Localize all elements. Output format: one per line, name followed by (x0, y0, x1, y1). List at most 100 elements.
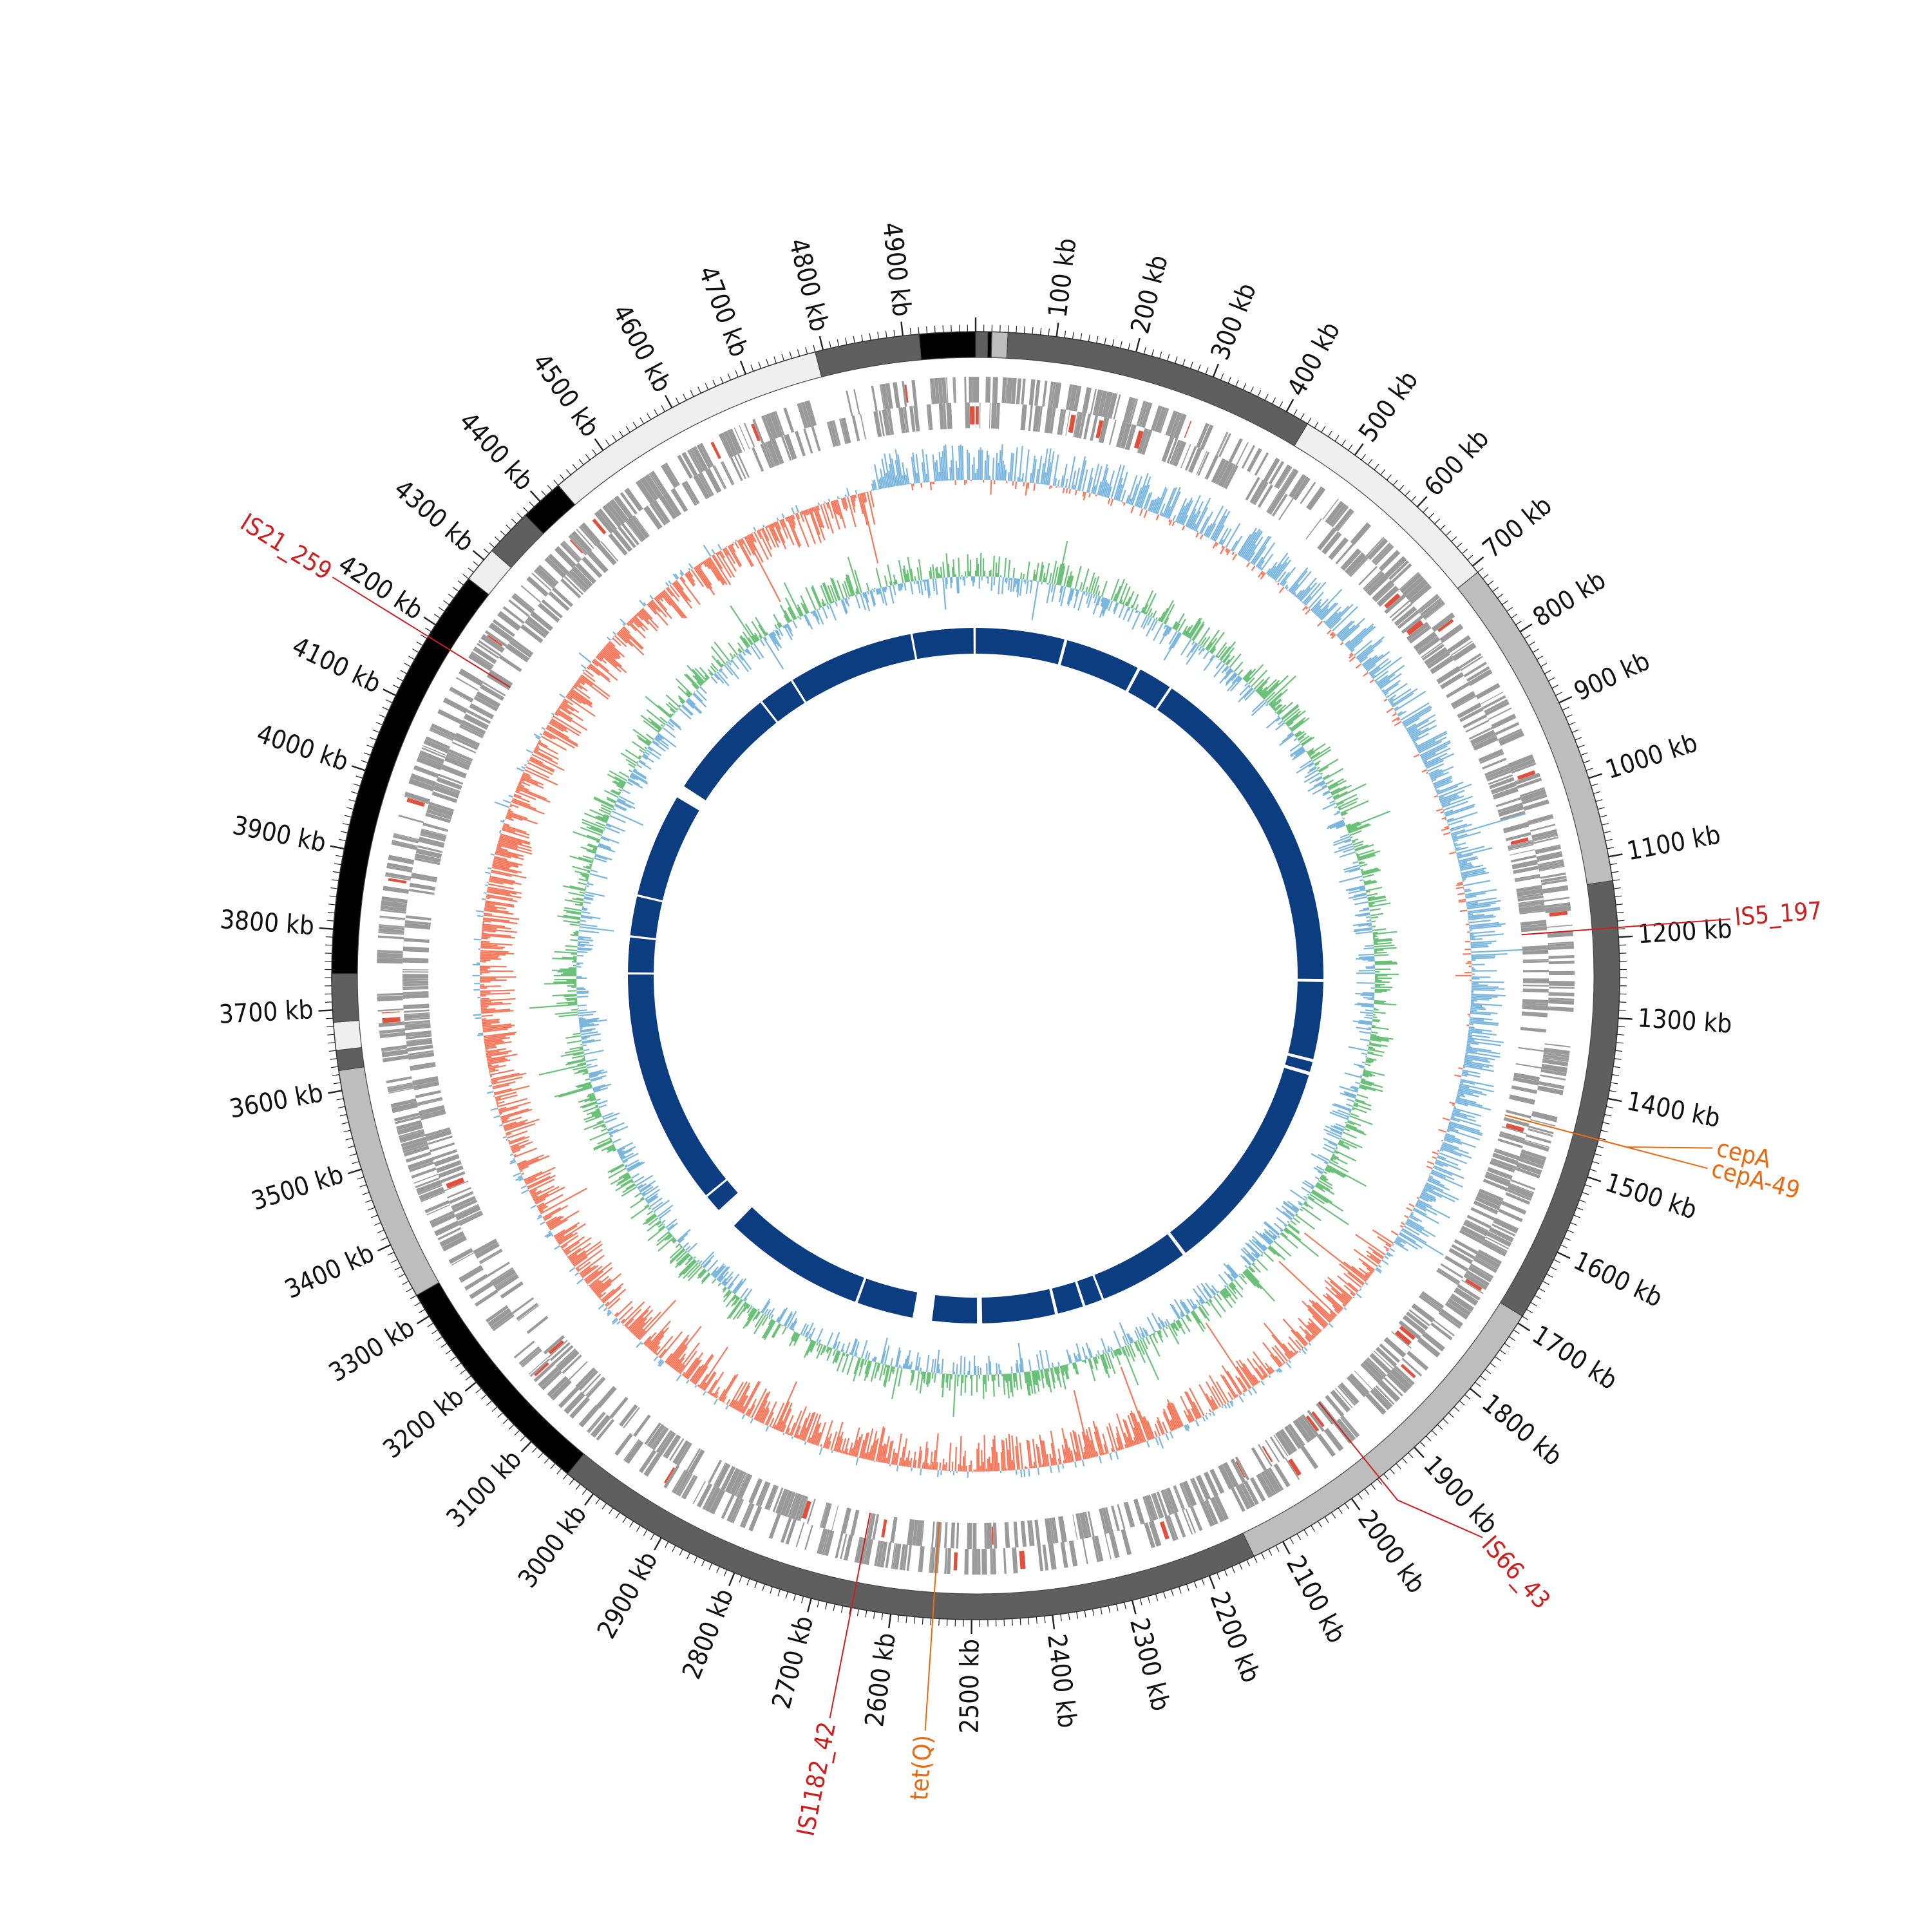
gene-feature (730, 1470, 745, 1495)
homology-block (792, 634, 916, 702)
contig-segment (332, 1019, 363, 1051)
gene-feature (650, 1426, 666, 1448)
gene-feature (511, 594, 534, 614)
gene-feature (784, 1492, 796, 1517)
gene-feature (1421, 1331, 1445, 1352)
minor-tick (562, 1473, 568, 1480)
gene-feature (497, 611, 522, 631)
minor-tick (330, 887, 338, 889)
gene-feature (537, 602, 560, 623)
gene-feature (931, 1521, 935, 1548)
minor-tick (1495, 1356, 1501, 1361)
gene-feature (1124, 424, 1137, 451)
gene-feature-highlight (1395, 1330, 1412, 1345)
major-tick (1282, 1541, 1291, 1555)
gene-feature (1540, 875, 1567, 883)
gene-feature (752, 447, 764, 472)
gene-feature (1453, 696, 1477, 710)
gene-feature (1075, 1513, 1084, 1540)
gene-feature (976, 376, 980, 403)
gene-feature (795, 1495, 806, 1520)
gene-feature (502, 606, 525, 624)
gene-feature (1156, 1492, 1168, 1517)
gene-feature (620, 492, 638, 515)
gene-feature (378, 1021, 405, 1027)
gene-feature (1170, 412, 1181, 437)
minor-tick (647, 413, 651, 420)
gene-feature (1335, 544, 1354, 565)
gene-feature (379, 1032, 406, 1039)
gene-feature (1133, 1499, 1145, 1525)
minor-tick (1246, 1559, 1251, 1567)
gene-feature (1446, 682, 1470, 699)
gene-feature (1172, 413, 1182, 438)
gene-feature (1052, 382, 1062, 409)
gene-feature (556, 1348, 576, 1367)
minor-tick (1182, 359, 1186, 366)
minor-tick (1293, 409, 1298, 416)
minor-tick (1451, 536, 1457, 542)
gene-feature (885, 383, 893, 410)
gene-feature (1540, 1074, 1566, 1081)
minor-tick (438, 607, 445, 612)
minor-tick (560, 474, 565, 480)
gene-feature (1228, 438, 1243, 463)
minor-tick (1434, 518, 1440, 524)
gene-feature (894, 1543, 902, 1570)
gene-feature (1391, 563, 1412, 583)
major-tick (806, 1598, 812, 1613)
gene-feature (1444, 1301, 1469, 1320)
minor-tick (369, 737, 377, 741)
gene-feature (688, 1449, 705, 1474)
gene-feature (1486, 770, 1512, 782)
gene-feature (1050, 381, 1056, 408)
gene-feature (1013, 1521, 1019, 1548)
minor-tick (379, 714, 386, 718)
gene-feature (567, 572, 587, 592)
gene-feature (1174, 1512, 1186, 1538)
gene-feature (1433, 1320, 1455, 1336)
gene-feature (506, 643, 530, 663)
gene-feature (1484, 699, 1508, 714)
minor-tick (494, 536, 500, 542)
gc-skew-ring (472, 444, 1535, 1478)
minor-tick (350, 1153, 357, 1157)
gene-feature (1519, 1152, 1546, 1166)
minor-tick (1092, 1609, 1095, 1616)
minor-tick (833, 1604, 836, 1611)
gene-feature (1365, 1392, 1387, 1415)
minor-tick (506, 524, 511, 530)
gc-content-negative (576, 576, 1376, 1376)
gene-feature (1173, 1486, 1184, 1511)
gene-feature (424, 1127, 451, 1137)
gene-feature (471, 651, 494, 667)
gene-feature (585, 1376, 604, 1397)
gene-feature (1518, 1046, 1544, 1052)
minor-tick (1534, 1294, 1541, 1300)
gene-feature (713, 1462, 726, 1486)
gene-feature (942, 403, 947, 430)
gene-feature (402, 994, 429, 999)
gene-feature (563, 540, 582, 560)
gene-feature (1542, 1058, 1569, 1067)
major-tick (1558, 696, 1573, 704)
gene-feature (976, 1549, 978, 1575)
annotation-leader-line (332, 576, 511, 688)
gene-feature (402, 980, 429, 984)
gene-feature (1097, 390, 1108, 417)
gene-feature (1484, 1173, 1510, 1187)
minor-tick (636, 1525, 641, 1532)
gene-feature (1402, 576, 1425, 596)
gene-feature (1522, 999, 1549, 1004)
gene-feature-highlight (381, 1011, 400, 1014)
gene-feature-highlight (801, 1501, 811, 1519)
gene-feature (712, 466, 726, 489)
tick-label: 1300 kb (1636, 1003, 1732, 1039)
gene-feature (438, 773, 464, 785)
gene-feature (1522, 949, 1549, 955)
gene-feature (944, 1548, 948, 1574)
minor-tick (1482, 574, 1489, 580)
gene-feature (466, 709, 491, 724)
minor-tick (1431, 1430, 1437, 1436)
gene-feature (927, 404, 933, 430)
